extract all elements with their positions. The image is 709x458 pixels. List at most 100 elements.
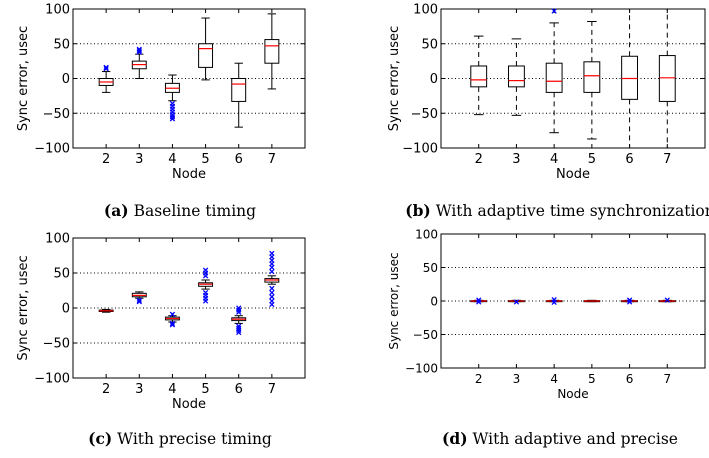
box-iqr (583, 61, 601, 93)
box-node-6 (621, 8, 638, 149)
outlier-stroke (269, 285, 275, 292)
outlier-marker (236, 305, 242, 311)
outlier-marker (626, 297, 633, 303)
outlier-stroke (626, 299, 633, 305)
outlier-stroke (269, 250, 275, 257)
box-node-4 (545, 297, 563, 305)
caption-label: (d) (442, 429, 468, 448)
box-node-3 (131, 46, 147, 79)
y-tick-label: 100 (45, 232, 70, 247)
outlier-marker (551, 299, 557, 305)
subfigure-caption: (d) With adaptive and precise (442, 429, 678, 448)
outlier-marker (269, 301, 275, 308)
y-tick-label: −100 (405, 362, 438, 376)
outlier-stroke (136, 299, 142, 305)
outlier-marker (269, 289, 275, 296)
box-iqr (198, 43, 214, 68)
y-tick-label: 0 (430, 72, 438, 87)
outlier-marker (169, 311, 176, 317)
y-tick-label: 0 (430, 295, 438, 309)
outlier-marker (103, 64, 109, 71)
outlier-stroke (664, 297, 670, 303)
x-tick-label: 4 (550, 372, 558, 386)
y-tick-label: −100 (34, 142, 70, 157)
outlier-stroke (626, 297, 633, 303)
subfigure-caption: (b) With adaptive time synchronization (405, 201, 709, 220)
outlier-stroke (136, 49, 142, 55)
outlier-marker (476, 297, 482, 303)
chart-panel-3: −100 −50 0 50 100 2 3 4 5 6 7 Node Sync error, usec (… (16, 232, 306, 448)
box-node-7 (658, 8, 676, 149)
box-node-5 (583, 299, 601, 303)
caption-text: With adaptive and precise (468, 430, 678, 448)
outlier-stroke (476, 299, 482, 305)
outlier-marker (136, 48, 142, 54)
caption-text: Baseline timing (129, 202, 257, 220)
box-node-2 (470, 297, 488, 305)
x-tick-label: 5 (201, 382, 209, 397)
caption-text: With adaptive time synchronization (431, 202, 709, 220)
box-iqr (470, 65, 488, 88)
caption-label: (c) (88, 429, 112, 448)
outlier-stroke (103, 64, 109, 71)
caption-label: (a) (104, 201, 129, 220)
x-tick-label: 6 (235, 382, 243, 397)
outlier-marker (169, 320, 176, 327)
outlier-marker (103, 66, 109, 72)
y-tick-label: −50 (411, 107, 438, 122)
box-iqr (508, 65, 525, 88)
box-node-5 (198, 267, 214, 304)
chart-panel-2: −100 −50 0 50 100 2 3 4 5 6 7 Node Sync error, usec (… (387, 3, 709, 221)
x-tick-label: 2 (475, 372, 483, 386)
outlier-marker (169, 322, 176, 328)
y-tick-label: 50 (53, 37, 70, 52)
y-tick-label: 50 (423, 261, 438, 275)
chart-panel-1: −100 −50 0 50 100 2 3 4 5 6 7 Node Sync error, usec (… (16, 3, 306, 220)
outlier-stroke (476, 297, 482, 303)
x-tick-label: 5 (588, 372, 596, 386)
x-tick-label: 7 (268, 382, 276, 397)
box-iqr (231, 78, 247, 102)
x-tick-label: 4 (168, 382, 176, 397)
outlier-marker (236, 329, 242, 336)
outlier-marker (269, 285, 275, 292)
outlier-marker (664, 297, 670, 303)
x-tick-label: 6 (626, 372, 634, 386)
y-tick-label: −100 (34, 372, 70, 387)
chart-panel-4: −100 −50 0 50 100 2 3 4 5 6 7 Node Sync error, usec (… (387, 228, 706, 448)
box-node-6 (621, 297, 638, 305)
x-axis-label: Node (557, 387, 588, 401)
outlier-marker (136, 49, 142, 55)
subfigure-caption: (c) With precise timing (88, 429, 272, 448)
y-axis-label: Sync error, usec (16, 26, 31, 131)
box-node-4 (545, 8, 563, 134)
x-tick-label: 2 (475, 152, 483, 167)
outlier-marker (169, 116, 176, 122)
x-tick-label: 7 (268, 152, 276, 167)
outlier-stroke (269, 289, 275, 296)
x-tick-label: 2 (102, 382, 110, 397)
box-node-3 (131, 291, 147, 305)
box-node-2 (98, 64, 114, 93)
box-node-6 (231, 62, 247, 128)
outlier-marker (476, 299, 482, 305)
box-iqr (658, 55, 676, 102)
box-iqr (621, 55, 638, 100)
x-axis-label: Node (172, 397, 206, 412)
outlier-stroke (236, 305, 242, 311)
box-node-5 (198, 17, 214, 81)
box-node-2 (470, 35, 488, 116)
box-node-4 (164, 74, 180, 122)
outlier-stroke (269, 268, 275, 275)
outlier-stroke (103, 66, 109, 72)
y-tick-label: −50 (43, 337, 70, 352)
outlier-marker (269, 250, 275, 257)
x-tick-label: 7 (663, 372, 671, 386)
outlier-stroke (136, 48, 142, 54)
outlier-marker (136, 297, 142, 303)
y-tick-label: −50 (413, 328, 438, 342)
outlier-stroke (269, 294, 275, 300)
outlier-stroke (169, 311, 176, 317)
outlier-stroke (269, 301, 275, 308)
outlier-stroke (169, 322, 176, 328)
